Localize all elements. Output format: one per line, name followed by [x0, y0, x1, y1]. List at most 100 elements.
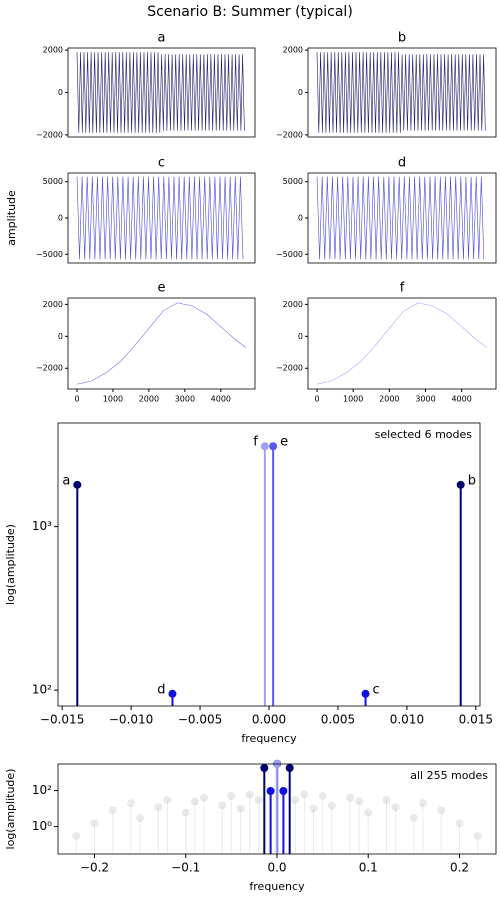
stem-marker — [136, 814, 145, 822]
x-tick-label: −0.2 — [80, 861, 109, 875]
stem-marker — [346, 793, 354, 802]
stem-marker — [279, 786, 288, 795]
signal-line — [316, 302, 488, 385]
x-tick-label: 3000 — [175, 395, 195, 404]
stem-marker — [355, 797, 364, 806]
y-tick-label: 0 — [298, 88, 303, 97]
figure-title: Scenario B: Summer (typical) — [147, 4, 353, 20]
stem-marker — [382, 796, 391, 804]
stem-marker — [190, 797, 199, 806]
stem-marker — [269, 442, 278, 451]
point-label: b — [468, 473, 476, 488]
stem-marker — [327, 801, 336, 810]
signal-line — [76, 176, 244, 260]
signal-line — [316, 176, 485, 260]
y-tick-label: 10² — [32, 683, 52, 697]
annotation: all 255 modes — [410, 769, 488, 782]
x-tick-label: 1000 — [343, 395, 363, 404]
axes-frame — [67, 47, 256, 138]
stem-marker — [72, 832, 81, 840]
y-tick-label: 10² — [32, 783, 52, 797]
y-tick-label: 10³ — [32, 519, 52, 533]
y-tick-label: −2000 — [276, 130, 303, 139]
stem-marker — [260, 442, 269, 451]
point-label: e — [280, 435, 288, 450]
x-tick-label: 2000 — [139, 395, 159, 404]
x-tick-label: 0.015 — [459, 713, 493, 727]
stem-marker — [168, 689, 177, 698]
axes-frame — [67, 297, 256, 390]
point-label: d — [157, 682, 165, 697]
stem-marker — [245, 790, 254, 799]
stem-marker — [455, 819, 464, 828]
chart-title: a — [158, 31, 166, 46]
y-tick-label: 2000 — [43, 300, 63, 309]
x-tick-label: −0.010 — [109, 713, 153, 727]
y-tick-label: −5000 — [36, 250, 63, 259]
y-tick-label: −2000 — [276, 364, 303, 373]
y-tick-label: 5000 — [43, 177, 63, 186]
stem-marker — [108, 806, 117, 815]
y-axis-label: log(amplitude) — [4, 524, 17, 605]
x-tick-label: 0.005 — [321, 713, 355, 727]
y-tick-label: −2000 — [36, 364, 63, 373]
y-tick-label: −2000 — [36, 130, 63, 139]
stem-marker — [200, 793, 208, 802]
axes-frame — [67, 172, 256, 264]
stem-marker — [266, 786, 275, 795]
annotation: selected 6 modes — [375, 428, 473, 441]
point-label: a — [62, 473, 70, 488]
stem-marker — [437, 806, 446, 815]
stem-marker — [300, 790, 309, 799]
x-tick-label: 0 — [74, 395, 79, 404]
y-tick-label: 0 — [58, 88, 63, 97]
y-tick-label: 0 — [58, 332, 63, 341]
y-tick-label: 10⁰ — [32, 819, 52, 833]
axes-frame — [307, 172, 497, 264]
x-tick-label: 4000 — [211, 395, 231, 404]
axes-frame — [57, 763, 497, 855]
stem-marker — [361, 689, 370, 698]
x-tick-label: 0.1 — [359, 861, 378, 875]
x-tick-label: 0.010 — [390, 713, 424, 727]
x-tick-label: 2000 — [379, 395, 399, 404]
stem-marker — [163, 796, 172, 804]
x-tick-label: 3000 — [415, 395, 435, 404]
stem-marker — [236, 804, 245, 813]
point-label: f — [253, 435, 258, 450]
axes-frame — [57, 422, 481, 707]
x-tick-label: 0 — [314, 395, 319, 404]
axes-frame — [307, 47, 497, 138]
y-tick-label: 0 — [298, 214, 303, 223]
y-axis-label: log(amplitude) — [4, 769, 17, 850]
y-tick-label: 0 — [298, 332, 303, 341]
x-tick-label: −0.1 — [171, 861, 200, 875]
y-tick-label: 0 — [58, 214, 63, 223]
signal-line — [316, 52, 486, 133]
x-tick-label: 4000 — [451, 395, 471, 404]
stem-marker — [456, 480, 465, 489]
x-tick-label: 0.000 — [252, 713, 286, 727]
stem-marker — [260, 763, 269, 772]
stem-marker — [473, 832, 482, 840]
stem-marker — [181, 808, 190, 817]
stem-marker — [291, 796, 300, 804]
stem-marker — [90, 819, 99, 828]
stem-marker — [154, 803, 163, 812]
stem-marker — [285, 763, 294, 772]
y-tick-label: 2000 — [283, 300, 303, 309]
signal-line — [76, 52, 245, 133]
y-tick-label: 2000 — [283, 46, 303, 55]
stem-marker — [409, 814, 418, 822]
chart-title: d — [398, 156, 406, 171]
x-tick-label: 0.0 — [267, 861, 286, 875]
x-axis-label: frequency — [249, 880, 305, 893]
y-tick-label: −5000 — [276, 250, 303, 259]
stem-marker — [364, 808, 373, 817]
point-label: c — [373, 682, 380, 697]
axes-frame — [307, 297, 497, 390]
chart-title: c — [158, 156, 165, 171]
stem-marker — [391, 803, 400, 812]
stem-marker — [73, 480, 82, 489]
